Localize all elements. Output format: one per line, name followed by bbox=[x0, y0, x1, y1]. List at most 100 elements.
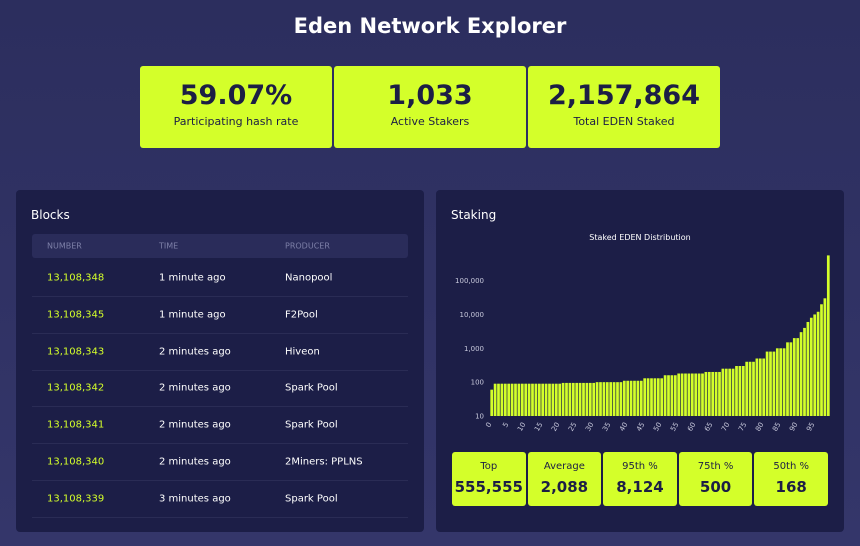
bar bbox=[646, 378, 650, 416]
panel-title: Staking bbox=[451, 208, 497, 222]
bar bbox=[765, 351, 769, 416]
bar bbox=[823, 298, 827, 416]
bar bbox=[612, 382, 616, 416]
y-tick-label: 100 bbox=[471, 379, 484, 387]
bar bbox=[711, 371, 715, 416]
bar bbox=[554, 383, 558, 416]
stat-card: 2,157,864 Total EDEN Staked bbox=[528, 66, 720, 148]
summary: Top 555,555 Average 2,088 95th % 8,124 75th % 5… bbox=[452, 452, 828, 506]
bar bbox=[735, 366, 738, 416]
bar bbox=[609, 382, 613, 416]
table-row: 13,108,342 2 minutes ago Spark Pool bbox=[32, 370, 408, 408]
x-tick-label: 50 bbox=[652, 421, 663, 433]
bar bbox=[537, 383, 541, 416]
bar bbox=[816, 311, 820, 416]
bar bbox=[558, 383, 562, 416]
bar bbox=[803, 327, 806, 416]
stat-label: Participating hash rate bbox=[173, 115, 299, 128]
bar bbox=[493, 383, 497, 416]
table-row: 13,108,343 2 minutes ago Hiveon bbox=[32, 334, 408, 371]
bar bbox=[792, 338, 796, 416]
x-tick-label: 15 bbox=[533, 421, 544, 433]
summary-value: 555,555 bbox=[454, 478, 523, 496]
bar bbox=[656, 378, 660, 416]
y-tick-label: 100,000 bbox=[455, 277, 484, 285]
summary-card: 75th % 500 bbox=[678, 452, 753, 506]
table-cell: 2 minutes ago bbox=[159, 456, 231, 468]
bar bbox=[690, 373, 694, 416]
table-cell: Spark Pool bbox=[285, 382, 338, 394]
bar bbox=[670, 375, 674, 416]
bar bbox=[731, 368, 735, 416]
bar bbox=[752, 361, 755, 416]
bar bbox=[813, 314, 817, 416]
x-tick-label: 65 bbox=[703, 421, 714, 433]
summary-value: 8,124 bbox=[616, 478, 664, 496]
summary-label: 75th % bbox=[697, 461, 734, 472]
stat-value: 1,033 bbox=[387, 80, 473, 111]
bar bbox=[728, 368, 732, 416]
bar bbox=[639, 380, 643, 416]
bar bbox=[629, 380, 633, 416]
bar bbox=[687, 373, 691, 416]
bar bbox=[643, 378, 647, 416]
bar bbox=[704, 371, 708, 416]
bar bbox=[524, 383, 528, 416]
bar bbox=[755, 358, 759, 416]
bar bbox=[650, 378, 653, 416]
bar bbox=[680, 373, 684, 416]
bar bbox=[786, 342, 789, 416]
bar bbox=[741, 366, 745, 416]
table-cell: 13,108,341 bbox=[47, 419, 105, 431]
table-cell: 13,108,348 bbox=[47, 272, 105, 284]
bar bbox=[721, 368, 725, 416]
bar bbox=[738, 366, 742, 416]
bar bbox=[796, 338, 800, 416]
bar bbox=[503, 383, 507, 416]
summary-value: 2,088 bbox=[540, 478, 589, 496]
x-tick-label: 35 bbox=[601, 421, 612, 433]
blocks-panel: Blocks NUMBER TIME PRODUCER 13,108,348 1 mi… bbox=[16, 190, 424, 532]
bar bbox=[745, 361, 749, 416]
bar bbox=[660, 378, 664, 416]
table-row: 13,108,340 2 minutes ago 2Miners: PPLNS bbox=[32, 444, 408, 481]
summary-card: Average 2,088 bbox=[527, 452, 602, 506]
bar bbox=[551, 383, 555, 416]
x-tick-label: 20 bbox=[550, 421, 561, 433]
stat-value: 2,157,864 bbox=[547, 80, 701, 111]
bar bbox=[748, 361, 752, 416]
bar bbox=[653, 378, 657, 416]
x-tick-label: 80 bbox=[754, 421, 765, 433]
bar bbox=[677, 373, 681, 416]
bar bbox=[571, 382, 575, 416]
bar bbox=[622, 380, 626, 416]
bar bbox=[561, 382, 565, 416]
bar bbox=[497, 383, 500, 416]
summary-label: Top bbox=[480, 461, 498, 472]
x-tick-label: 40 bbox=[618, 421, 629, 433]
bar bbox=[531, 383, 534, 416]
y-tick-label: 1,000 bbox=[464, 345, 484, 353]
table-cell: Hiveon bbox=[285, 346, 320, 358]
x-tick-label: 45 bbox=[635, 421, 646, 433]
table-cell: Spark Pool bbox=[285, 419, 338, 431]
x-tick-label: 95 bbox=[805, 421, 816, 433]
summary-card: 50th % 168 bbox=[754, 452, 828, 506]
chart-title: Staked EDEN Distribution bbox=[589, 233, 690, 242]
bar bbox=[541, 383, 545, 416]
summary-card: 95th % 8,124 bbox=[603, 452, 677, 506]
bar bbox=[779, 348, 783, 416]
x-tick-label: 0 bbox=[484, 421, 493, 429]
bar bbox=[826, 255, 830, 416]
bar bbox=[769, 351, 772, 416]
stat-value: 59.07% bbox=[179, 80, 293, 111]
bar bbox=[758, 358, 762, 416]
bar bbox=[789, 342, 793, 416]
bar bbox=[490, 389, 494, 416]
column-header: TIME bbox=[159, 241, 179, 251]
x-tick-label: 30 bbox=[584, 421, 595, 433]
bar bbox=[806, 321, 810, 416]
table-cell: 2Miners: PPLNS bbox=[285, 456, 363, 468]
column-header: NUMBER bbox=[47, 241, 82, 251]
summary-label: Average bbox=[543, 461, 585, 472]
